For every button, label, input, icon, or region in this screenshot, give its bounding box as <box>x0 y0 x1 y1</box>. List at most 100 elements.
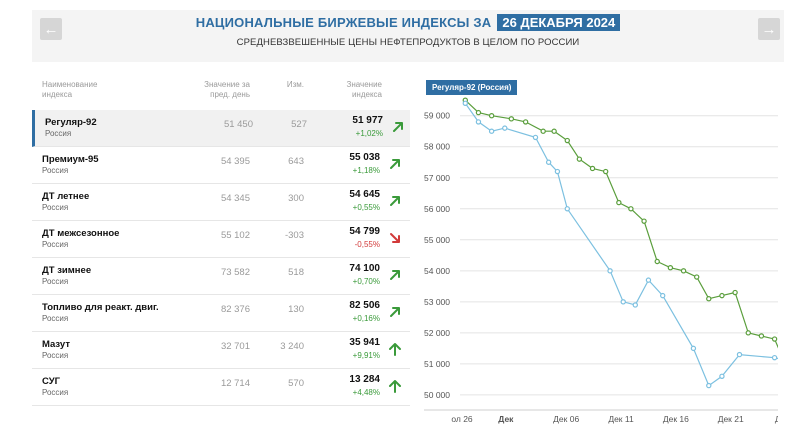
x-tick-label: Дек 11 <box>608 414 634 424</box>
series-point-1 <box>719 292 725 299</box>
series-point-1 <box>576 156 583 162</box>
table-row[interactable]: ДТ межсезонное Россия 55 102 -303 54 799 -0,5… <box>32 221 410 258</box>
row-name: Мазут <box>42 339 70 350</box>
row-region: Россия <box>42 388 69 397</box>
table-row[interactable]: Топливо для реакт. двиг. Россия 82 376 130 8… <box>32 295 410 332</box>
series-point-2 <box>620 299 626 305</box>
series-point-1 <box>602 168 609 175</box>
series-point-1 <box>680 268 687 274</box>
series-point-2 <box>475 119 482 125</box>
series-point-2 <box>554 168 561 175</box>
series-point-1 <box>667 265 674 271</box>
row-name: Регуляр-92 <box>45 117 97 128</box>
row-change: 300 <box>288 193 304 204</box>
series-point-2 <box>632 302 638 308</box>
series-point-1 <box>628 206 634 212</box>
arrow-down-right-icon <box>387 230 403 246</box>
row-prev-value: 82 376 <box>220 304 250 315</box>
series-point-2 <box>660 292 666 299</box>
index-table: Регуляр-92 Россия 51 450 527 51 977 +1,02% Пре… <box>32 110 410 406</box>
row-percent: +1,02% <box>355 129 383 138</box>
row-percent: +1,18% <box>352 166 380 175</box>
series-point-1 <box>616 199 622 206</box>
row-region: Россия <box>42 240 69 249</box>
row-percent: +0,70% <box>352 277 380 286</box>
row-value: 82 506 <box>349 300 380 311</box>
column-header-value-line2: индекса <box>351 90 382 99</box>
series-point-2 <box>736 351 743 358</box>
arrow-up-icon <box>387 341 403 357</box>
x-tick-label: Дек 06 <box>553 414 579 424</box>
series-point-2 <box>771 354 778 361</box>
table-row[interactable]: СУГ Россия 12 714 570 13 284 +4,48% <box>32 369 410 406</box>
series-point-1 <box>732 289 738 296</box>
row-value: 55 038 <box>349 152 380 163</box>
row-prev-value: 54 395 <box>220 156 250 167</box>
x-tick-label: Дек 16 <box>663 414 689 424</box>
series-point-1 <box>564 137 570 144</box>
title-text: НАЦИОНАЛЬНЫЕ БИРЖЕВЫЕ ИНДЕКСЫ ЗА <box>195 15 492 30</box>
row-region: Россия <box>42 314 69 323</box>
series-point-1 <box>654 258 660 265</box>
series-point-2 <box>645 277 652 283</box>
row-name: СУГ <box>42 376 61 387</box>
x-tick-label: Дек 21 <box>718 414 744 424</box>
series-point-1 <box>771 336 778 342</box>
row-change: 570 <box>288 378 304 389</box>
series-point-2 <box>532 134 539 141</box>
row-prev-value: 54 345 <box>220 193 250 204</box>
row-value: 74 100 <box>349 263 380 274</box>
series-point-1 <box>522 119 529 125</box>
row-change: 130 <box>288 304 304 315</box>
table-row[interactable]: Мазут Россия 32 701 3 240 35 941 +9,91% <box>32 332 410 369</box>
column-header-change: Изм. <box>286 80 304 89</box>
row-name: Премиум-95 <box>42 154 99 165</box>
series-point-2 <box>706 382 712 389</box>
column-header-prev-line1: Значение за <box>204 80 250 89</box>
price-line-chart: 50 000 51 000 52 000 53 000 54 000 55 000 56 0… <box>424 97 778 424</box>
series-point-1 <box>475 109 482 116</box>
column-header-name-line2: индекса <box>42 90 73 99</box>
x-tick-label: Дек 2 <box>775 414 778 424</box>
row-value: 13 284 <box>349 374 380 385</box>
title-date-badge: 26 ДЕКАБРЯ 2024 <box>497 14 621 31</box>
row-prev-value: 12 714 <box>220 378 250 389</box>
table-row[interactable]: Премиум-95 Россия 54 395 643 55 038 +1,18% <box>32 147 410 184</box>
y-tick-label: 52 000 <box>424 328 450 338</box>
row-percent: +0,16% <box>352 314 380 323</box>
prev-date-button[interactable]: ← <box>40 18 62 40</box>
series-point-1 <box>694 274 700 280</box>
row-prev-value: 73 582 <box>220 267 250 278</box>
table-row[interactable]: ДТ летнее Россия 54 345 300 54 645 +0,55% <box>32 184 410 221</box>
page-title: НАЦИОНАЛЬНЫЕ БИРЖЕВЫЕ ИНДЕКСЫ ЗА 26 ДЕКАБ… <box>32 14 784 32</box>
next-date-button[interactable]: → <box>758 18 780 40</box>
row-change: 3 240 <box>280 341 304 352</box>
series-point-1 <box>706 296 712 302</box>
y-tick-label: 51 000 <box>424 359 450 369</box>
table-row[interactable]: Регуляр-92 Россия 51 450 527 51 977 +1,02% <box>32 110 410 147</box>
series-point-2 <box>719 373 725 379</box>
column-header-name-line1: Наименование <box>42 80 98 89</box>
y-tick-label: 50 000 <box>424 390 450 400</box>
arrow-up-right-icon <box>387 193 403 209</box>
row-prev-value: 51 450 <box>223 119 253 130</box>
arrow-up-right-icon <box>387 304 403 320</box>
row-percent: +4,48% <box>352 388 380 397</box>
chart-title-tab[interactable]: Регуляр-92 (Россия) <box>426 80 518 95</box>
header-bar: ← НАЦИОНАЛЬНЫЕ БИРЖЕВЫЕ ИНДЕКСЫ ЗА 26 ДЕК… <box>32 10 784 62</box>
series-point-1 <box>508 116 515 122</box>
series-point-2 <box>564 206 570 212</box>
table-row[interactable]: ДТ зимнее Россия 73 582 518 74 100 +0,70% <box>32 258 410 295</box>
x-tick-label: Дек <box>498 414 514 424</box>
row-name: ДТ летнее <box>42 191 90 202</box>
series-point-2 <box>488 128 495 134</box>
arrow-up-right-icon <box>390 119 406 135</box>
row-name: ДТ зимнее <box>42 265 92 276</box>
arrow-up-right-icon <box>387 156 403 172</box>
row-percent: +9,91% <box>352 351 380 360</box>
row-region: Россия <box>42 166 69 175</box>
y-tick-label: 56 000 <box>424 204 450 214</box>
arrow-up-icon <box>387 378 403 394</box>
series-point-2 <box>462 100 468 107</box>
series-point-1 <box>540 128 546 134</box>
